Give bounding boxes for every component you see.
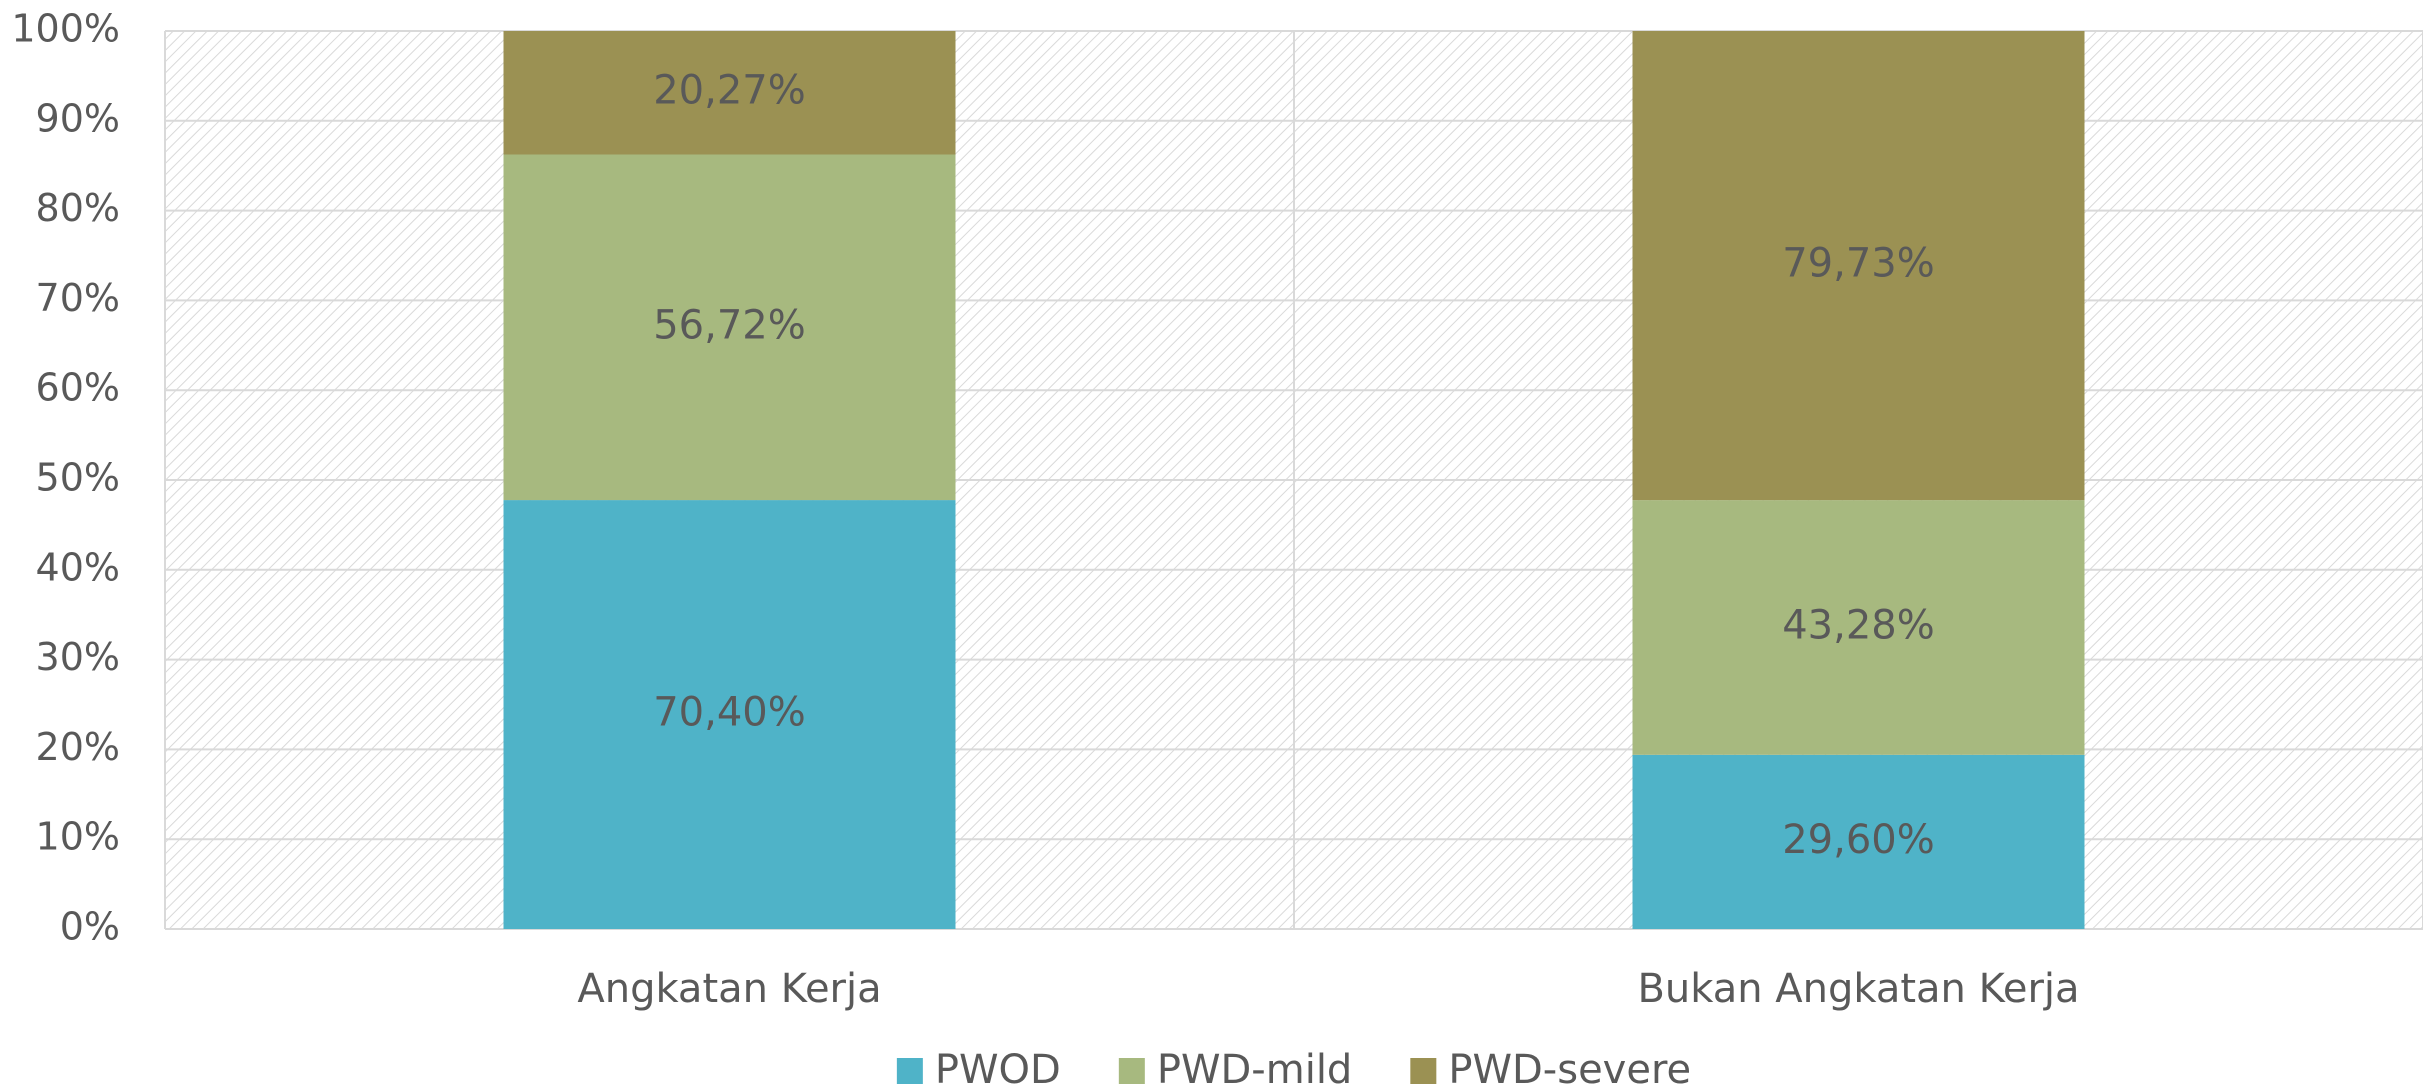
- value-label: 29,60%: [1782, 817, 1935, 863]
- value-label: 20,27%: [653, 68, 806, 114]
- legend-swatch: [1410, 1058, 1437, 1084]
- y-tick-label: 20%: [36, 725, 120, 769]
- y-tick-label: 30%: [36, 635, 120, 679]
- y-tick-label: 70%: [36, 276, 120, 320]
- y-tick-label: 80%: [36, 186, 120, 230]
- legend-swatch: [1118, 1058, 1145, 1084]
- x-tick-label: Bukan Angkatan Kerja: [1637, 966, 2079, 1012]
- bar-segment: [1632, 754, 2085, 929]
- bar-segment: [503, 31, 956, 155]
- y-tick-label: 60%: [36, 366, 120, 410]
- bar-segment: [503, 500, 956, 929]
- y-tick-label: 50%: [36, 456, 120, 500]
- bar-segment: [1632, 500, 2085, 755]
- y-tick-label: 40%: [36, 545, 120, 589]
- legend-label: PWOD: [935, 1047, 1061, 1091]
- value-label: 43,28%: [1782, 602, 1935, 648]
- y-tick-label: 90%: [36, 96, 120, 140]
- bar-segment: [1632, 31, 2085, 501]
- y-tick-label: 10%: [36, 815, 120, 859]
- legend-swatch: [896, 1058, 923, 1084]
- value-label: 56,72%: [653, 302, 806, 348]
- value-label: 79,73%: [1782, 241, 1935, 287]
- x-tick-label: Angkatan Kerja: [577, 966, 881, 1012]
- legend-label: PWD-severe: [1448, 1047, 1691, 1091]
- legend-label: PWD-mild: [1157, 1047, 1353, 1091]
- value-label: 70,40%: [653, 690, 806, 736]
- bar-segment: [503, 154, 956, 501]
- y-tick-label: 100%: [11, 7, 120, 51]
- y-tick-label: 0%: [60, 905, 120, 949]
